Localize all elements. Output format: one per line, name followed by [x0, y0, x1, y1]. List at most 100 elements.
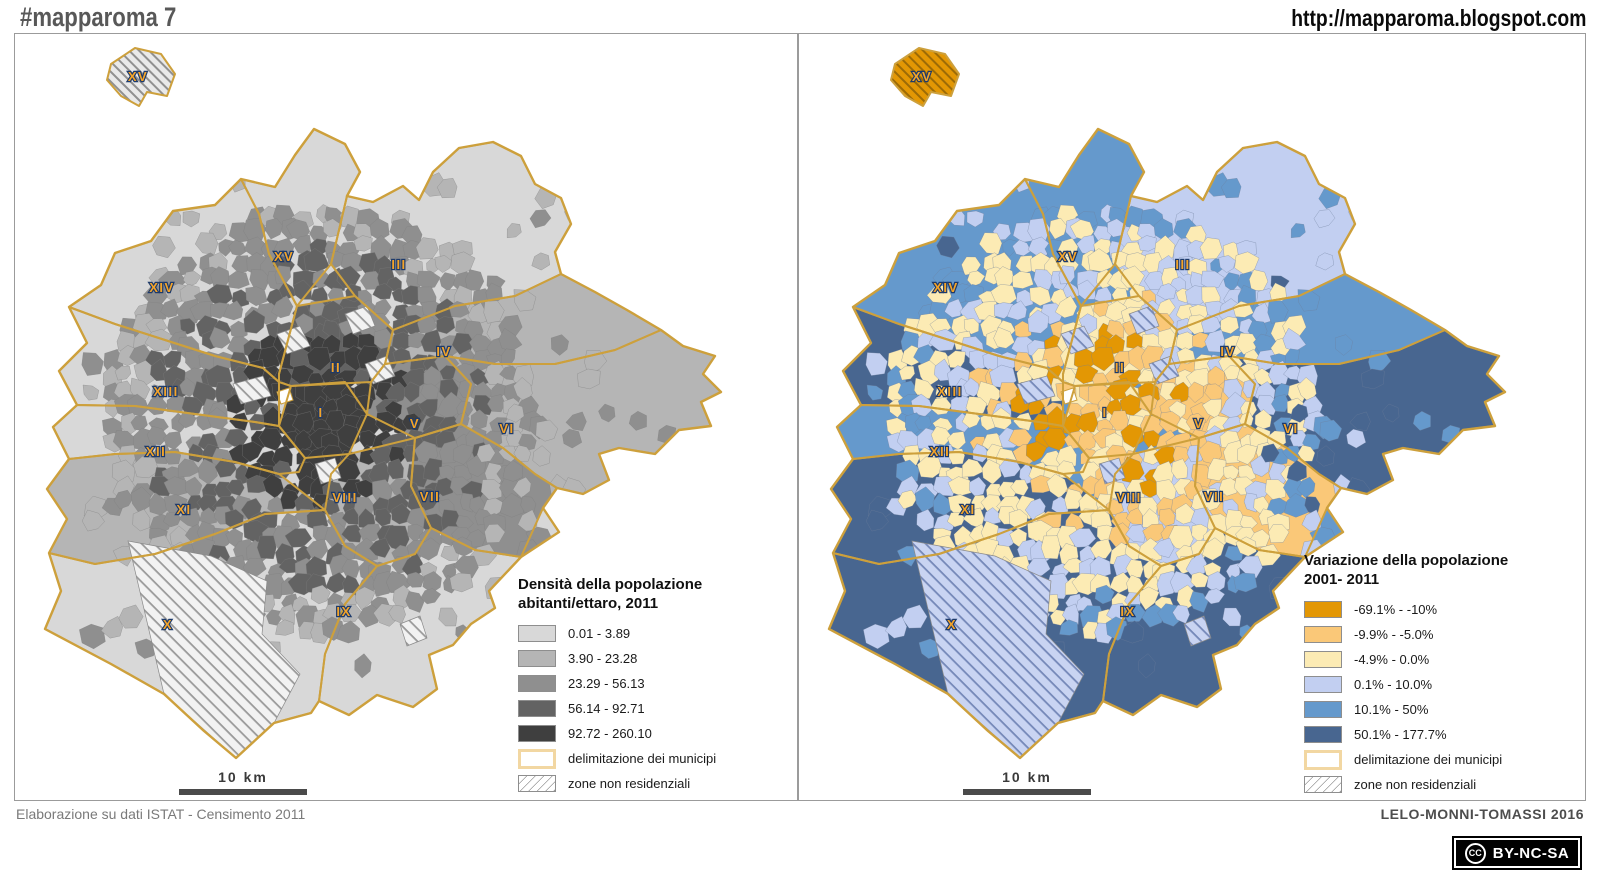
census-zone [899, 208, 921, 229]
census-zone [866, 384, 884, 401]
census-zone [1222, 607, 1242, 627]
legend-class-label: 92.72 - 260.10 [568, 726, 652, 741]
census-zone [598, 403, 616, 423]
census-zone [1268, 462, 1290, 485]
municipio-label: VII [420, 489, 440, 504]
census-zone [100, 615, 124, 639]
maps-container: XV XV III XIV IV II XIII I V VI XII VIII VII XI X IX De… [14, 33, 1586, 801]
census-zone [81, 509, 105, 532]
census-zone [162, 512, 182, 528]
census-zone [212, 167, 233, 189]
census-zone [978, 232, 1003, 255]
census-zone [1090, 538, 1113, 559]
census-zone [1286, 459, 1307, 482]
census-zone [310, 584, 331, 605]
census-zone [275, 619, 295, 636]
non-residential-zone [232, 375, 272, 405]
municipio-label: XV [912, 69, 932, 84]
census-zone [532, 445, 551, 467]
census-zone [531, 252, 551, 271]
legend-class-row: 0.1% - 10.0% [1304, 676, 1574, 693]
census-zone [572, 555, 588, 576]
variation-legend: Variazione della popolazione 2001- 2011 … [1304, 551, 1574, 800]
census-zone [916, 508, 935, 532]
census-zone [368, 537, 391, 558]
legend-color-swatch [518, 650, 556, 667]
census-zone [1236, 443, 1258, 465]
municipio-label: VIII [332, 490, 358, 505]
census-zone [306, 506, 329, 531]
census-zone [1094, 584, 1115, 605]
municipio-label: XII [146, 444, 166, 459]
census-zone [1313, 209, 1336, 229]
census-zone [930, 426, 953, 446]
census-zone [353, 235, 373, 252]
census-zone [434, 255, 452, 273]
census-zone [582, 507, 603, 524]
census-zone [187, 494, 204, 512]
census-zone [1138, 653, 1156, 679]
census-zone [1319, 419, 1343, 442]
census-zone [865, 352, 888, 376]
legend-municipi-row: delimitazione dei municipi [1304, 749, 1574, 770]
census-zone [996, 167, 1017, 189]
non-residential-zone [1128, 305, 1160, 335]
legend-municipi-swatch [518, 748, 556, 769]
census-zone [484, 523, 506, 544]
census-zone [214, 458, 237, 478]
municipio-label: IV [436, 344, 451, 359]
municipio-label: V [410, 416, 420, 431]
census-zone [1125, 507, 1143, 525]
municipio-label: X [163, 617, 173, 632]
municipality-border-I [1062, 381, 1152, 459]
site-url[interactable]: http://mapparoma.blogspot.com [1290, 5, 1586, 31]
legend-class-row: 50.1% - 177.7% [1304, 726, 1574, 743]
census-zone [628, 410, 647, 431]
census-zone [577, 530, 597, 549]
municipality-border-II [1062, 295, 1178, 387]
census-zone [1334, 334, 1353, 356]
census-zone [436, 656, 459, 679]
census-zone [998, 458, 1021, 478]
census-zone [1121, 456, 1145, 484]
legend-color-swatch [518, 700, 556, 717]
census-zone [150, 358, 168, 382]
census-zone [1268, 523, 1290, 544]
census-zone [1040, 535, 1061, 560]
census-zone [1366, 507, 1387, 524]
legend-class-row: -9.9% - -5.0% [1304, 626, 1574, 643]
legend-class-label: 56.14 - 92.71 [568, 701, 645, 716]
legend-municipi-label: delimitazione dei municipi [568, 751, 717, 766]
census-zone [78, 204, 103, 231]
census-zone [1139, 586, 1160, 611]
census-zone [884, 615, 908, 639]
census-zone [1316, 445, 1335, 467]
census-zone [1218, 477, 1238, 497]
census-zone [438, 607, 458, 627]
census-zone [562, 428, 583, 449]
census-zone [135, 172, 155, 195]
census-zone [550, 334, 569, 356]
census-zone [498, 327, 523, 352]
census-zone [512, 476, 532, 499]
non-residential-zone [314, 457, 342, 485]
census-zone [1027, 309, 1050, 334]
legend-nonres-row: zone non residenziali [1304, 776, 1574, 793]
census-zone [408, 332, 426, 349]
scale-label: 10 km [218, 769, 268, 785]
legend-municipi-row: delimitazione dei municipi [518, 748, 788, 769]
municipio-label: VIII [1116, 490, 1142, 505]
census-zone [865, 509, 889, 532]
census-zone [1090, 506, 1113, 531]
exclave-region [890, 47, 960, 107]
census-zone [1137, 235, 1157, 252]
census-zone [1296, 476, 1316, 499]
cc-license-badge[interactable]: CC BY-NC-SA [1452, 836, 1582, 870]
municipio-label: IX [1120, 604, 1135, 619]
census-zone [1171, 458, 1188, 480]
census-zone [934, 358, 952, 382]
municipio-label: V [1194, 416, 1204, 431]
census-zone [520, 496, 537, 513]
scale-indicator: 10 km [963, 769, 1091, 795]
